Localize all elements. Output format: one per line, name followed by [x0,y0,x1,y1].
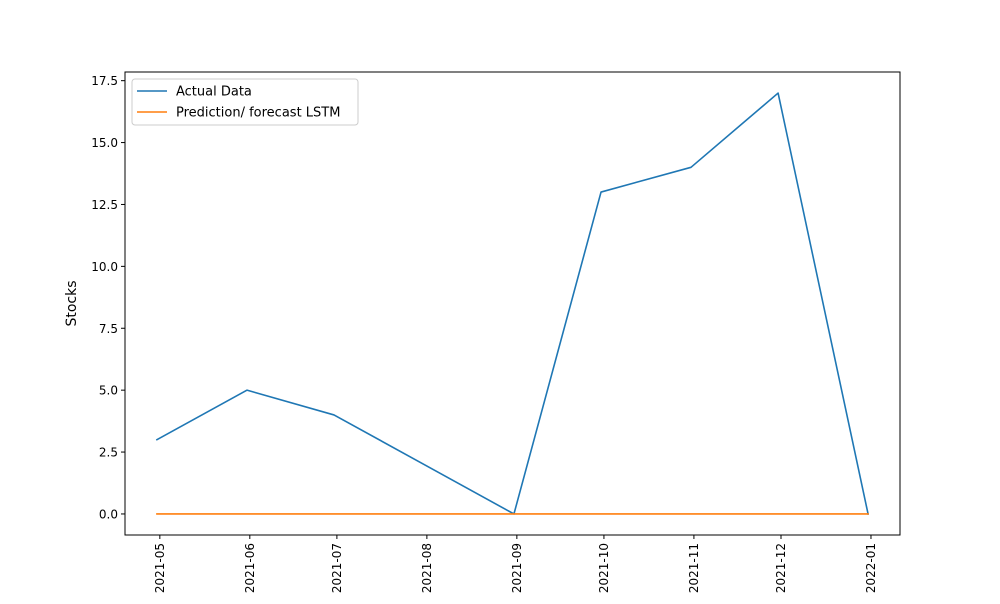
y-tick-label: 2.5 [99,446,118,460]
legend: Actual Data Prediction/ forecast LSTM [131,78,359,126]
y-tick-label: 5.0 [99,384,118,398]
x-tick-label: 2021-06 [243,543,257,593]
y-tick-label: 10.0 [91,260,118,274]
x-axis: 2021-05 2021-06 2021-07 2021-08 2021-09 2021-… [153,535,878,593]
x-tick-label: 2022-01 [864,543,878,593]
plot-frame [124,71,901,536]
y-tick-label: 7.5 [99,322,118,336]
x-tick-label: 2021-08 [420,543,434,593]
y-tick-label: 12.5 [91,198,118,212]
x-tick-label: 2021-10 [597,543,611,593]
series-layer [155,92,870,515]
x-tick-label: 2021-07 [330,543,344,593]
x-tick-label: 2021-05 [153,543,167,593]
legend-label-1: Prediction/ forecast LSTM [176,106,340,121]
legend-box [131,78,359,126]
y-axis-label: Stocks [64,280,80,326]
x-tick-label: 2021-12 [774,543,788,593]
x-tick-label: 2021-11 [687,543,701,593]
series-line-0 [155,92,870,515]
y-tick-label: 15.0 [91,136,118,150]
legend-label-0: Actual Data [176,85,252,100]
x-tick-label: 2021-09 [510,543,524,593]
y-axis: 0.0 2.5 5.0 7.5 10.0 12.5 15.0 17.5 [91,74,125,521]
y-tick-label: 17.5 [91,74,118,88]
y-tick-label: 0.0 [99,507,118,521]
